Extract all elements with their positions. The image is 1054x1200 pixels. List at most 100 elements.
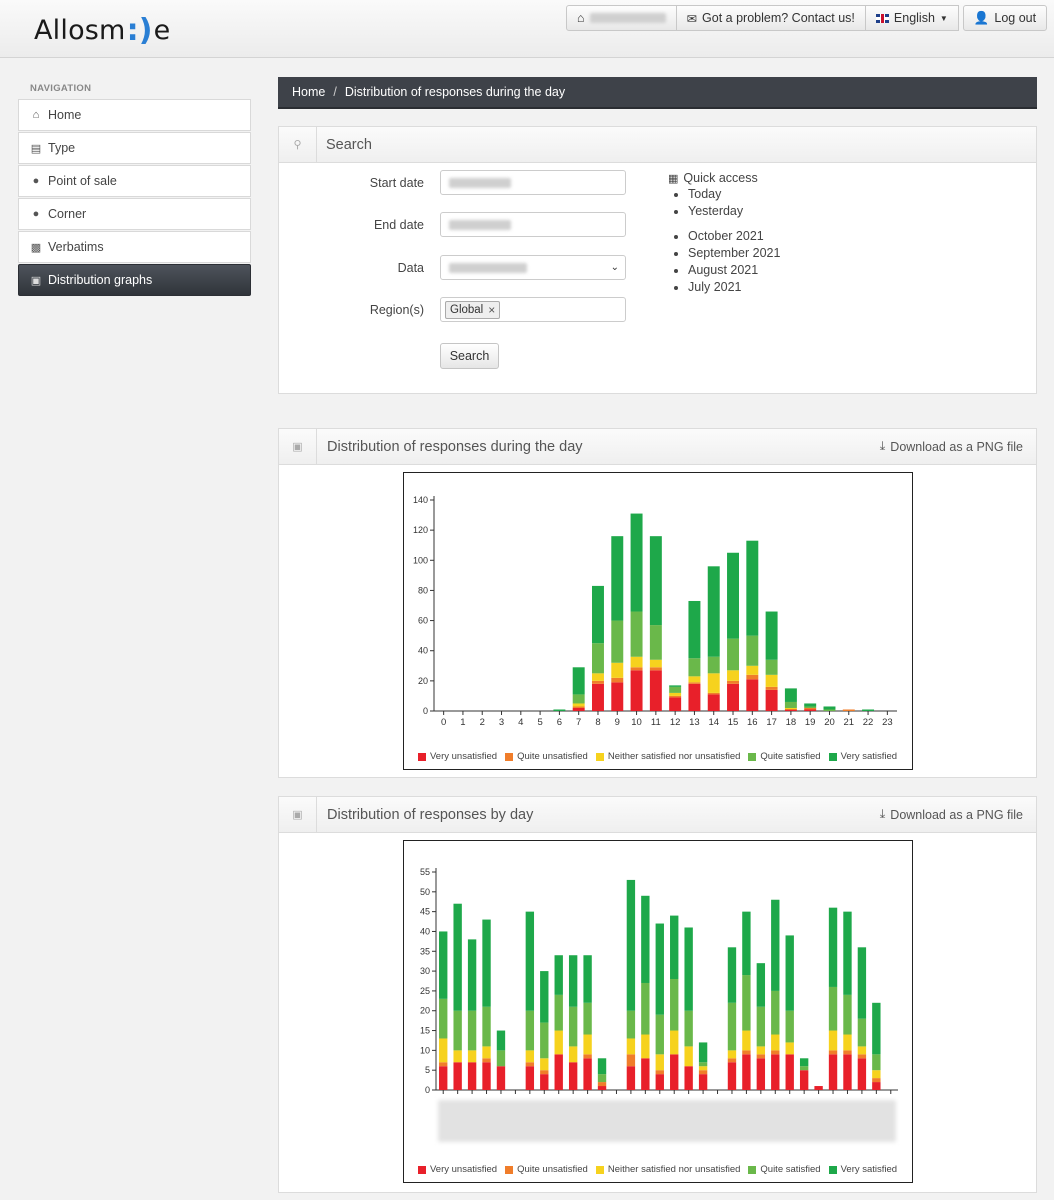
chart-panel-header: ▣ Distribution of responses during the d… bbox=[279, 428, 1036, 465]
quick-access-month[interactable]: September 2021 bbox=[688, 245, 780, 262]
quick-access-today[interactable]: Today bbox=[688, 186, 780, 203]
image-icon: ▣ bbox=[279, 796, 317, 833]
language-dropdown[interactable]: English ▼ bbox=[865, 5, 959, 31]
bar-segment bbox=[857, 1058, 867, 1090]
bar-segment bbox=[482, 1062, 491, 1090]
bar-segment bbox=[630, 611, 643, 657]
chart-panel-hourly: ▣ Distribution of responses during the d… bbox=[278, 428, 1037, 778]
x-tick-label: 21 bbox=[843, 717, 854, 728]
bar-segment bbox=[843, 911, 852, 995]
y-tick-label: 35 bbox=[420, 946, 430, 956]
x-tick-label: 22 bbox=[863, 717, 874, 728]
quick-access-month[interactable]: July 2021 bbox=[688, 279, 780, 296]
y-tick-label: 10 bbox=[420, 1045, 430, 1055]
allosmile-logo[interactable]: Allosm :) e bbox=[34, 12, 170, 48]
bar-segment bbox=[684, 1010, 693, 1047]
y-tick-label: 50 bbox=[420, 887, 430, 897]
bar-segment bbox=[756, 1006, 766, 1047]
bar-segment bbox=[688, 676, 701, 683]
breadcrumb-home[interactable]: Home bbox=[292, 85, 326, 99]
user-account-button[interactable]: ⌂ bbox=[566, 5, 677, 31]
sidebar-item-distribution-graphs[interactable]: ▣ Distribution graphs bbox=[18, 264, 251, 296]
bar-segment bbox=[496, 1066, 506, 1090]
quick-access-month[interactable]: October 2021 bbox=[688, 228, 780, 245]
legend-item: Neither satisfied nor unsatisfied bbox=[595, 1164, 741, 1175]
region-multiselect[interactable]: Global × bbox=[440, 297, 626, 322]
bar-segment bbox=[626, 1054, 636, 1067]
sidebar-item-type[interactable]: ▤ Type bbox=[18, 132, 251, 164]
y-tick-label: 0 bbox=[425, 1085, 430, 1095]
search-button[interactable]: Search bbox=[440, 343, 499, 369]
bar-segment bbox=[525, 1066, 535, 1090]
download-label: Download as a PNG file bbox=[890, 807, 1023, 822]
bar-segment bbox=[439, 1062, 448, 1067]
logout-button[interactable]: 👤 Log out bbox=[962, 5, 1048, 31]
bar-segment bbox=[655, 923, 664, 1015]
y-tick-label: 20 bbox=[420, 1006, 430, 1016]
bar-segment bbox=[746, 635, 759, 666]
bar-segment bbox=[804, 706, 817, 708]
y-tick-label: 40 bbox=[420, 926, 430, 936]
bar-segment bbox=[540, 1074, 549, 1090]
download-png-button[interactable]: ⤓ Download as a PNG file bbox=[880, 439, 1023, 454]
bar-segment bbox=[611, 662, 624, 678]
sidebar: ⌂ Home ▤ Type ● Point of sale ● Corner ▩… bbox=[18, 99, 251, 297]
breadcrumb-current: Distribution of responses during the day bbox=[344, 85, 566, 99]
contact-button[interactable]: ✉ Got a problem? Contact us! bbox=[676, 5, 866, 31]
sidebar-item-label: Corner bbox=[48, 207, 87, 221]
nav-title: NAVIGATION bbox=[30, 83, 92, 94]
bar-segment bbox=[649, 659, 662, 668]
language-label: English bbox=[893, 11, 935, 25]
end-date-input[interactable] bbox=[440, 212, 626, 237]
quick-access-month[interactable]: August 2021 bbox=[688, 262, 780, 279]
bar-segment bbox=[641, 1034, 650, 1059]
legend-label: Neither satisfied nor unsatisfied bbox=[607, 751, 741, 762]
bar-segment bbox=[843, 1054, 852, 1090]
sidebar-item-verbatims[interactable]: ▩ Verbatims bbox=[18, 231, 251, 263]
x-tick-label: 16 bbox=[747, 717, 758, 728]
legend-item: Quite unsatisfied bbox=[505, 1164, 588, 1175]
download-png-button[interactable]: ⤓ Download as a PNG file bbox=[880, 807, 1023, 822]
legend-swatch bbox=[595, 752, 604, 761]
bar-segment bbox=[727, 1062, 737, 1090]
bar-segment bbox=[707, 692, 720, 695]
download-label: Download as a PNG file bbox=[890, 439, 1023, 454]
bar-segment bbox=[583, 955, 592, 1003]
quick-access-yesterday[interactable]: Yesterday bbox=[688, 203, 780, 220]
sidebar-item-point-of-sale[interactable]: ● Point of sale bbox=[18, 165, 251, 197]
bar-segment bbox=[727, 638, 740, 671]
sidebar-item-label: Home bbox=[48, 108, 82, 122]
x-tick-label: 0 bbox=[441, 717, 446, 728]
legend-label: Very satisfied bbox=[840, 1164, 898, 1175]
start-date-input[interactable] bbox=[440, 170, 626, 195]
sidebar-item-home[interactable]: ⌂ Home bbox=[18, 99, 251, 131]
bar-segment bbox=[784, 688, 797, 702]
bar-segment bbox=[872, 1070, 881, 1079]
bar-segment bbox=[872, 1082, 881, 1090]
bar-segment bbox=[756, 1046, 766, 1055]
bar-segment bbox=[630, 513, 643, 612]
comment-icon: ▩ bbox=[30, 241, 42, 254]
x-tick-label: 5 bbox=[537, 717, 542, 728]
bar-segment bbox=[611, 536, 624, 621]
daily-chart-frame: 0 5 10 15 20 25 30 35 40 45 50 55 Very unsatisfied … bbox=[403, 840, 913, 1183]
y-tick-label: 40 bbox=[418, 646, 428, 656]
bar-segment bbox=[727, 1058, 737, 1063]
bar-segment bbox=[649, 625, 662, 660]
x-tick-label: 8 bbox=[595, 717, 600, 728]
bar-segment bbox=[842, 709, 855, 711]
legend-label: Neither satisfied nor unsatisfied bbox=[607, 1164, 741, 1175]
bar-segment bbox=[670, 915, 679, 980]
top-bar: Allosm :) e ⌂ ✉ Got a problem? Contact u… bbox=[0, 0, 1054, 58]
bar-segment bbox=[649, 670, 662, 711]
bar-segment bbox=[591, 680, 604, 684]
data-select[interactable]: ⌄ bbox=[440, 255, 626, 280]
bar-segment bbox=[688, 600, 701, 659]
chart-panel-daily: ▣ Distribution of responses by day ⤓ Dow… bbox=[278, 796, 1037, 1193]
bar-segment bbox=[857, 947, 867, 1019]
y-tick-label: 15 bbox=[420, 1026, 430, 1036]
sidebar-item-corner[interactable]: ● Corner bbox=[18, 198, 251, 230]
y-tick-label: 25 bbox=[420, 986, 430, 996]
user-icon: 👤 bbox=[973, 10, 990, 25]
close-icon[interactable]: × bbox=[488, 302, 496, 317]
